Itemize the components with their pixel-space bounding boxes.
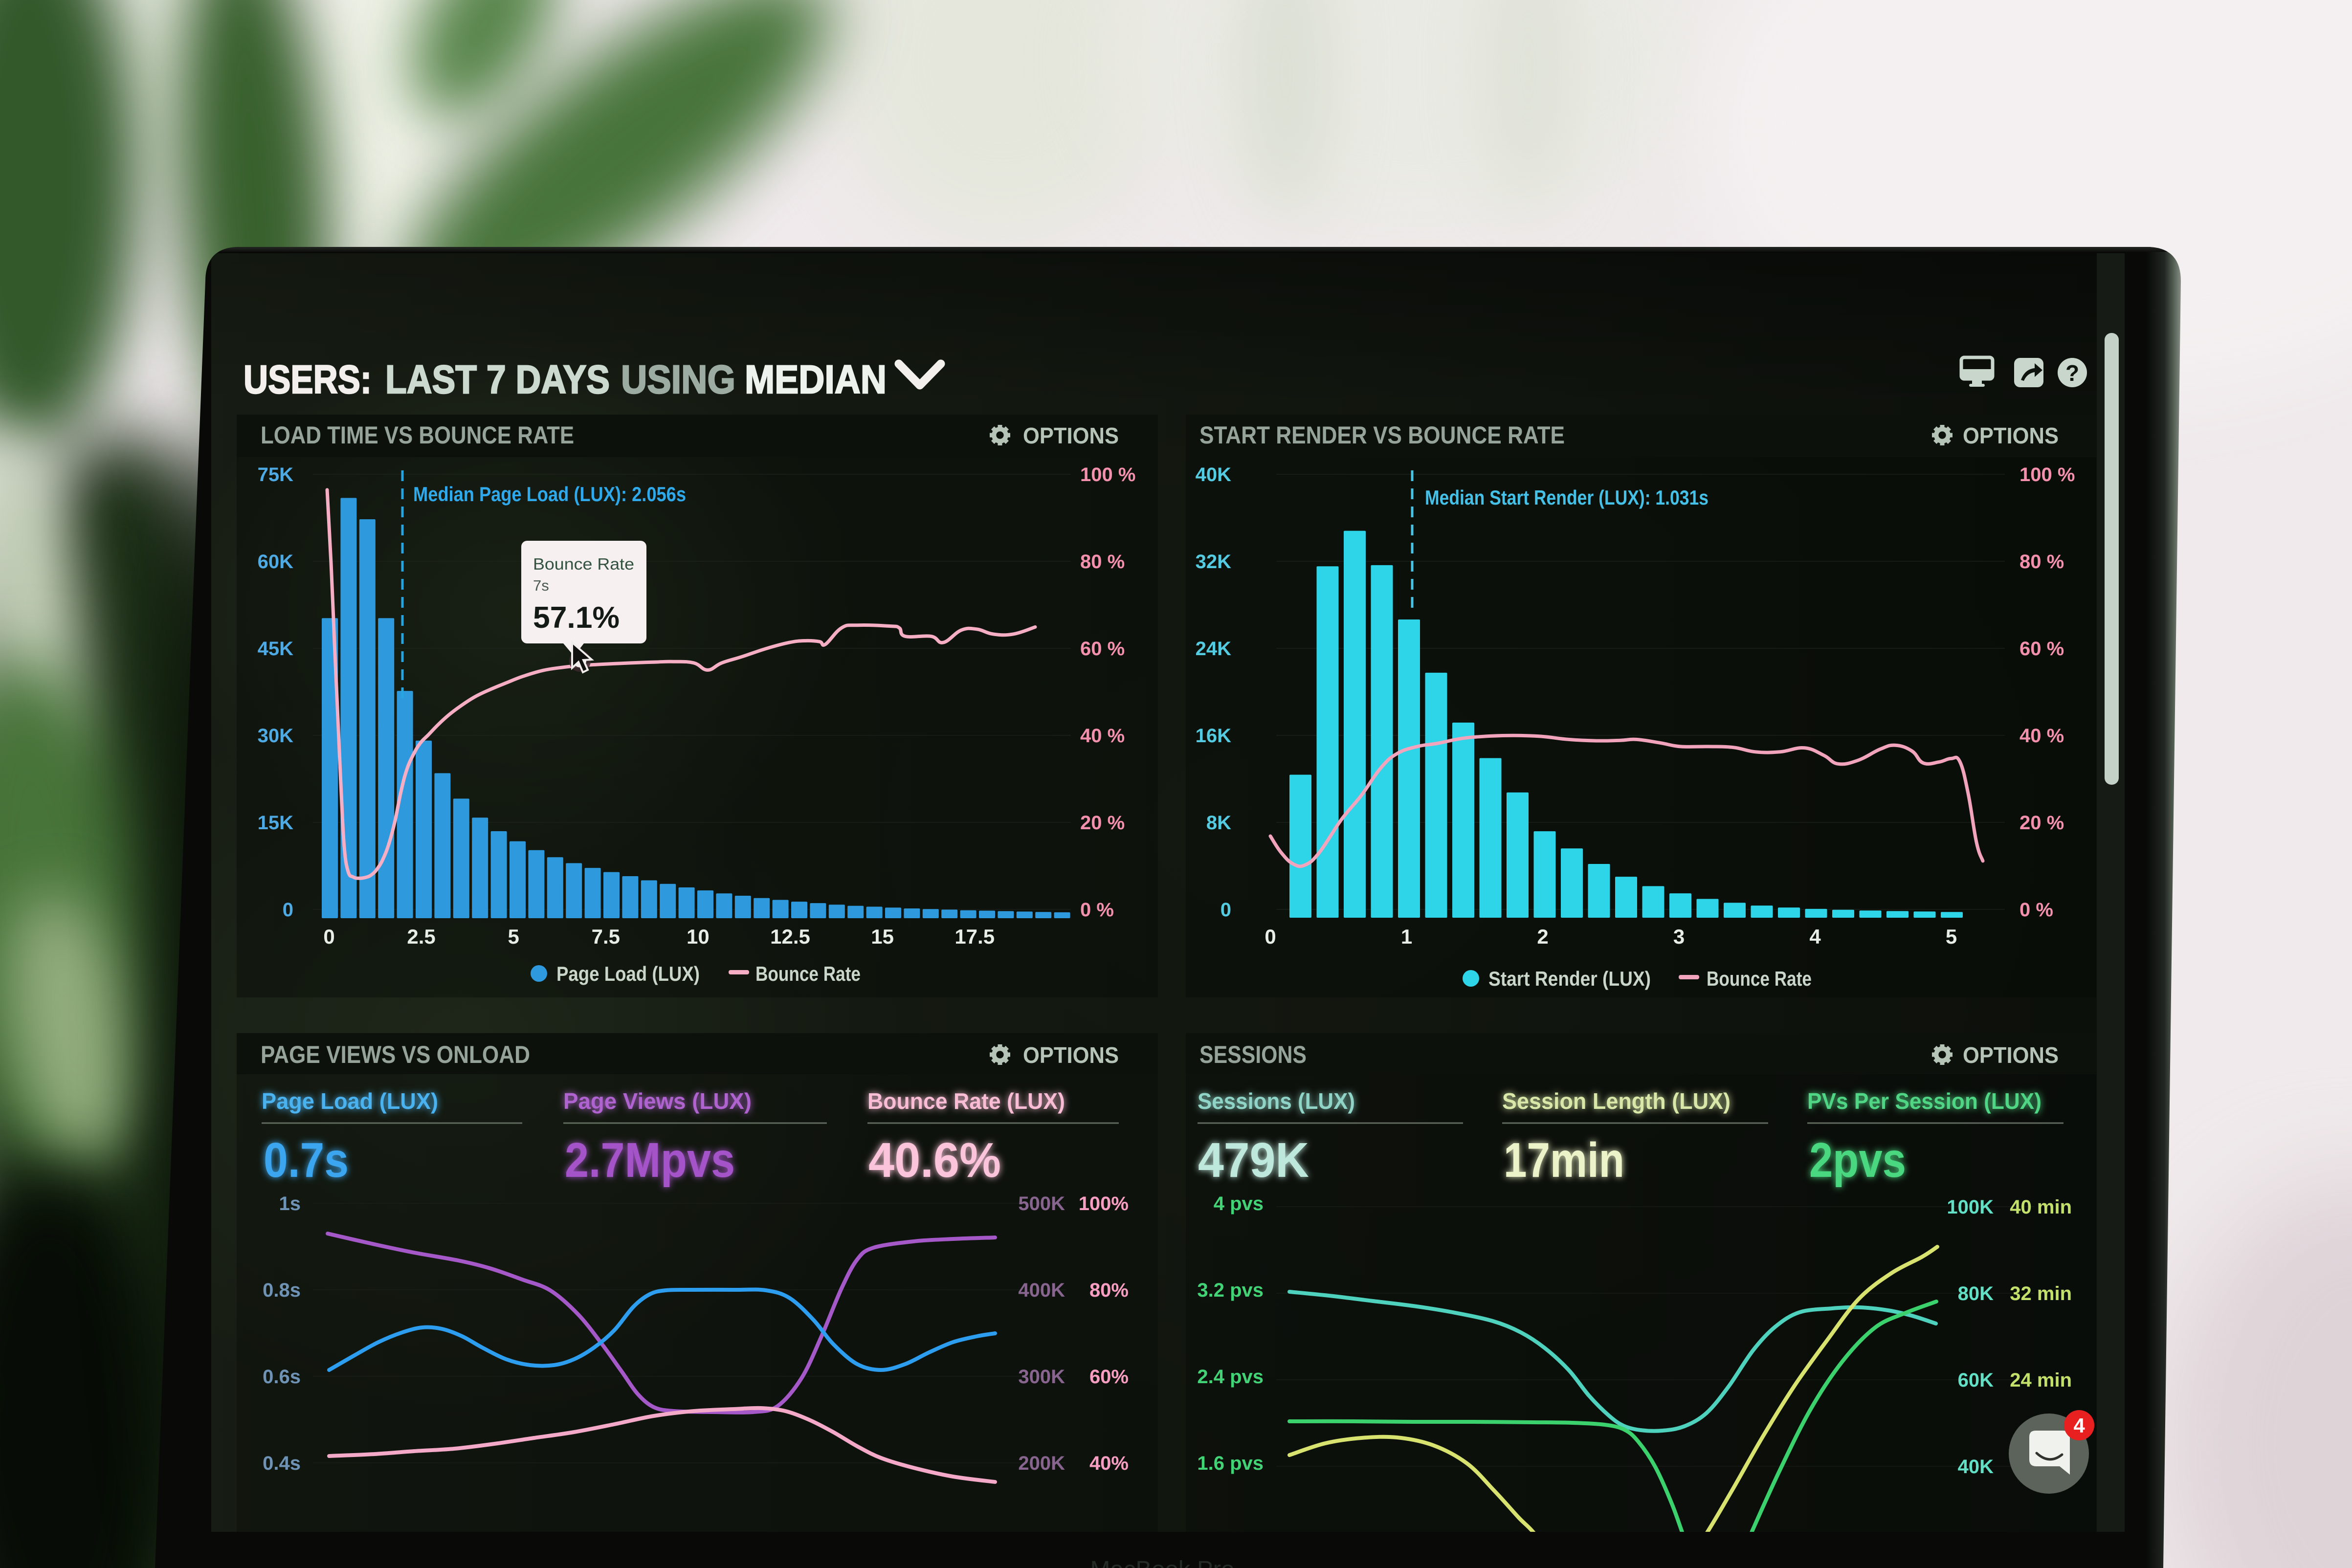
svg-text:0: 0 bbox=[323, 925, 334, 948]
svg-text:40.6%: 40.6% bbox=[868, 1133, 1001, 1188]
svg-text:USING: USING bbox=[621, 357, 735, 402]
svg-text:USERS:: USERS: bbox=[244, 357, 372, 402]
svg-text:40 min: 40 min bbox=[2010, 1196, 2072, 1218]
svg-text:OPTIONS: OPTIONS bbox=[1023, 423, 1119, 448]
svg-text:SESSIONS: SESSIONS bbox=[1199, 1041, 1307, 1068]
svg-text:0 %: 0 % bbox=[1080, 899, 1114, 921]
svg-text:2.7Mpvs: 2.7Mpvs bbox=[565, 1133, 735, 1188]
svg-text:Bounce Rate: Bounce Rate bbox=[1707, 967, 1812, 990]
svg-text:Bounce Rate: Bounce Rate bbox=[533, 555, 634, 573]
svg-text:Start Render (LUX): Start Render (LUX) bbox=[1488, 967, 1651, 990]
svg-text:0: 0 bbox=[283, 899, 293, 921]
svg-text:30K: 30K bbox=[258, 725, 293, 747]
svg-text:100 %: 100 % bbox=[2019, 464, 2075, 486]
svg-text:80%: 80% bbox=[1089, 1280, 1129, 1301]
svg-text:100 %: 100 % bbox=[1080, 464, 1135, 486]
svg-text:Session Length (LUX): Session Length (LUX) bbox=[1502, 1088, 1731, 1114]
svg-text:80 %: 80 % bbox=[1080, 551, 1125, 573]
svg-text:2.5: 2.5 bbox=[407, 925, 435, 948]
svg-text:60K: 60K bbox=[258, 551, 293, 573]
svg-text:5: 5 bbox=[508, 925, 519, 948]
svg-text:80 %: 80 % bbox=[2019, 551, 2064, 573]
svg-text:3.2 pvs: 3.2 pvs bbox=[1197, 1280, 1264, 1301]
svg-text:20 %: 20 % bbox=[2019, 812, 2064, 834]
svg-text:479K: 479K bbox=[1198, 1133, 1309, 1188]
svg-text:60 %: 60 % bbox=[1080, 638, 1125, 660]
svg-text:MacBook Pro: MacBook Pro bbox=[1090, 1557, 1235, 1568]
svg-text:OPTIONS: OPTIONS bbox=[1023, 1042, 1119, 1068]
svg-text:0 %: 0 % bbox=[2019, 899, 2053, 921]
svg-text:Bounce Rate: Bounce Rate bbox=[755, 962, 861, 985]
svg-text:20 %: 20 % bbox=[1080, 812, 1125, 834]
svg-text:300K: 300K bbox=[1018, 1366, 1065, 1388]
svg-text:17.5: 17.5 bbox=[954, 925, 995, 948]
svg-text:Sessions (LUX): Sessions (LUX) bbox=[1198, 1088, 1355, 1114]
svg-text:60K: 60K bbox=[1958, 1369, 1994, 1391]
svg-text:OPTIONS: OPTIONS bbox=[1963, 1042, 2059, 1068]
svg-text:17min: 17min bbox=[1504, 1133, 1624, 1188]
svg-text:1.6 pvs: 1.6 pvs bbox=[1197, 1453, 1264, 1474]
svg-text:0.6s: 0.6s bbox=[263, 1366, 301, 1388]
svg-text:Median Start Render (LUX): 1.0: Median Start Render (LUX): 1.031s bbox=[1425, 486, 1709, 509]
svg-text:0.7s: 0.7s bbox=[264, 1133, 349, 1188]
svg-text:LOAD TIME VS BOUNCE RATE: LOAD TIME VS BOUNCE RATE bbox=[261, 421, 574, 449]
svg-text:0: 0 bbox=[1265, 925, 1276, 948]
svg-text:0.4s: 0.4s bbox=[263, 1453, 301, 1474]
svg-text:32K: 32K bbox=[1196, 551, 1231, 573]
svg-text:400K: 400K bbox=[1018, 1280, 1065, 1301]
svg-text:100%: 100% bbox=[1079, 1193, 1129, 1215]
svg-text:500K: 500K bbox=[1018, 1193, 1065, 1215]
svg-text:16K: 16K bbox=[1196, 725, 1231, 747]
svg-text:Page Load (LUX): Page Load (LUX) bbox=[262, 1088, 438, 1114]
svg-text:2pvs: 2pvs bbox=[1809, 1133, 1906, 1188]
svg-text:15: 15 bbox=[871, 925, 894, 948]
svg-text:MEDIAN: MEDIAN bbox=[745, 357, 887, 402]
svg-text:2.4 pvs: 2.4 pvs bbox=[1197, 1366, 1264, 1388]
svg-text:5: 5 bbox=[1946, 925, 1957, 948]
svg-text:Page Views (LUX): Page Views (LUX) bbox=[563, 1088, 752, 1114]
svg-text:60 %: 60 % bbox=[2019, 638, 2064, 660]
svg-text:7.5: 7.5 bbox=[592, 925, 620, 948]
svg-text:40K: 40K bbox=[1196, 464, 1231, 486]
svg-text:100K: 100K bbox=[1947, 1196, 1994, 1218]
svg-text:40 %: 40 % bbox=[1080, 725, 1125, 747]
svg-text:40%: 40% bbox=[1089, 1453, 1129, 1474]
svg-text:200K: 200K bbox=[1018, 1453, 1065, 1474]
svg-text:32 min: 32 min bbox=[2010, 1283, 2072, 1304]
svg-text:0: 0 bbox=[1220, 899, 1231, 921]
svg-text:24K: 24K bbox=[1196, 638, 1231, 660]
svg-text:4: 4 bbox=[2073, 1414, 2085, 1437]
svg-text:1: 1 bbox=[1401, 925, 1412, 948]
svg-text:10: 10 bbox=[687, 925, 710, 948]
svg-text:7s: 7s bbox=[533, 577, 549, 594]
svg-text:PVs Per Session (LUX): PVs Per Session (LUX) bbox=[1807, 1088, 2041, 1114]
svg-text:40 %: 40 % bbox=[2019, 725, 2064, 747]
svg-text:Page Load (LUX): Page Load (LUX) bbox=[556, 962, 700, 985]
svg-text:Median Page Load (LUX): 2.056s: Median Page Load (LUX): 2.056s bbox=[413, 483, 686, 506]
svg-text:Bounce Rate (LUX): Bounce Rate (LUX) bbox=[867, 1088, 1065, 1114]
svg-text:60%: 60% bbox=[1089, 1366, 1129, 1388]
svg-text:75K: 75K bbox=[258, 464, 293, 486]
svg-text:24 min: 24 min bbox=[2010, 1369, 2072, 1391]
svg-text:80K: 80K bbox=[1958, 1283, 1994, 1304]
svg-text:15K: 15K bbox=[258, 812, 293, 834]
svg-text:57.1%: 57.1% bbox=[533, 601, 620, 635]
svg-text:PAGE VIEWS VS ONLOAD: PAGE VIEWS VS ONLOAD bbox=[261, 1041, 530, 1068]
svg-text:?: ? bbox=[2065, 360, 2079, 386]
svg-text:0.8s: 0.8s bbox=[263, 1280, 301, 1301]
svg-text:START RENDER VS BOUNCE RATE: START RENDER VS BOUNCE RATE bbox=[1199, 421, 1565, 449]
svg-text:1s: 1s bbox=[279, 1193, 301, 1215]
svg-text:12.5: 12.5 bbox=[770, 925, 810, 948]
svg-text:2: 2 bbox=[1537, 925, 1548, 948]
svg-text:LAST 7 DAYS: LAST 7 DAYS bbox=[385, 357, 610, 402]
svg-text:40K: 40K bbox=[1958, 1456, 1994, 1478]
svg-text:3: 3 bbox=[1673, 925, 1685, 948]
svg-text:4 pvs: 4 pvs bbox=[1214, 1193, 1264, 1215]
svg-text:4: 4 bbox=[1809, 925, 1821, 948]
svg-text:OPTIONS: OPTIONS bbox=[1963, 423, 2059, 448]
svg-text:45K: 45K bbox=[258, 638, 293, 660]
svg-text:8K: 8K bbox=[1206, 812, 1231, 834]
